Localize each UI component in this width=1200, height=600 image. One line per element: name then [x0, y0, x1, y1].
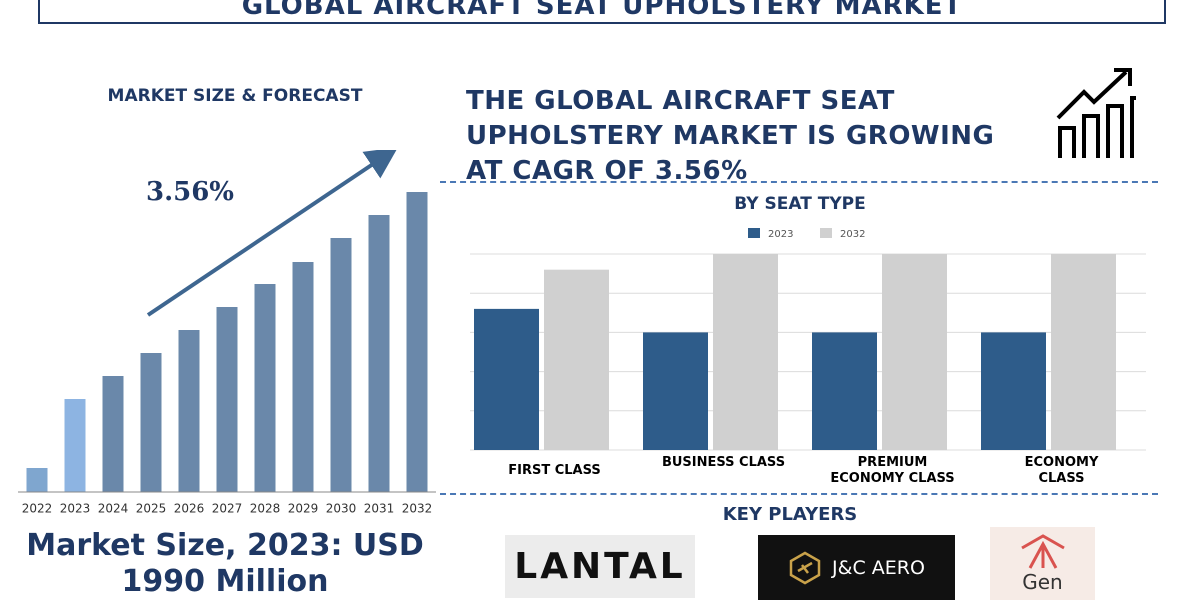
bar [178, 330, 200, 492]
bar [544, 269, 609, 450]
bar [64, 399, 86, 492]
legend-label: 2032 [840, 229, 865, 240]
chart-title: BY SEAT TYPE [734, 194, 866, 214]
seat-type-chart: 2023 2032 [470, 228, 1146, 451]
forecast-chart: 3.56% 2022 2023 2024 2025 2026 2027 2028 2029 203… [18, 150, 436, 516]
x-tick-label: 2027 [212, 502, 243, 516]
x-tick-label: 2031 [364, 502, 395, 516]
x-tick-label: 2030 [326, 502, 357, 516]
logo-icon [1020, 533, 1065, 569]
headline: THE GLOBAL AIRCRAFT SEAT UPHOLSTERY MARK… [466, 86, 995, 186]
bar [140, 353, 162, 492]
bar [102, 376, 124, 492]
bar [368, 215, 390, 492]
left-heading: MARKET SIZE & FORECAST [107, 86, 363, 106]
x-tick-label: 2025 [136, 502, 167, 516]
bar [1051, 254, 1116, 450]
legend-swatch [820, 228, 832, 238]
bar [406, 192, 428, 492]
logo: J&C AERO [758, 535, 955, 600]
bar [812, 332, 877, 450]
key-players-title: KEY PLAYERS [722, 504, 858, 525]
x-tick-label: 2029 [288, 502, 319, 516]
legend-swatch [748, 228, 760, 238]
x-tick-label: PREMIUM ECONOMY CLASS [830, 455, 955, 486]
x-tick-label: BUSINESS CLASS [661, 455, 786, 470]
x-tick-label: FIRST CLASS [508, 463, 601, 478]
bar [330, 238, 352, 492]
x-tick-label: 2023 [60, 502, 91, 516]
x-tick-label: 2032 [402, 502, 433, 516]
logo-text: J&C AERO [832, 556, 925, 579]
logo-text: Gen [1022, 569, 1063, 594]
bar [713, 254, 778, 450]
x-tick-label: 2024 [98, 502, 129, 516]
growth-arrow [146, 150, 398, 317]
bar [216, 307, 238, 492]
divider [440, 181, 1158, 183]
bar [254, 284, 276, 492]
bar [292, 262, 314, 492]
x-tick-label: 2022 [22, 502, 53, 516]
logo: Gen [990, 527, 1095, 600]
x-tick-label: 2026 [174, 502, 205, 516]
x-tick-label: ECONOMY CLASS [1024, 455, 1099, 486]
bar [474, 308, 539, 450]
x-tick-label: 2028 [250, 502, 281, 516]
header-title: GLOBAL AIRCRAFT SEAT UPHOLSTERY MARKET [38, 0, 1166, 24]
bar [882, 254, 947, 450]
market-size: Market Size, 2023: USD 1990 Million [26, 528, 424, 599]
bar [26, 468, 48, 492]
bar [643, 332, 708, 450]
logo: LANTAL [505, 535, 695, 598]
annotation: 3.56% [146, 177, 234, 207]
divider [440, 493, 1158, 495]
legend-label: 2023 [768, 229, 793, 240]
logo-icon [789, 551, 821, 584]
growth-icon [1056, 68, 1136, 158]
bar [981, 332, 1046, 450]
